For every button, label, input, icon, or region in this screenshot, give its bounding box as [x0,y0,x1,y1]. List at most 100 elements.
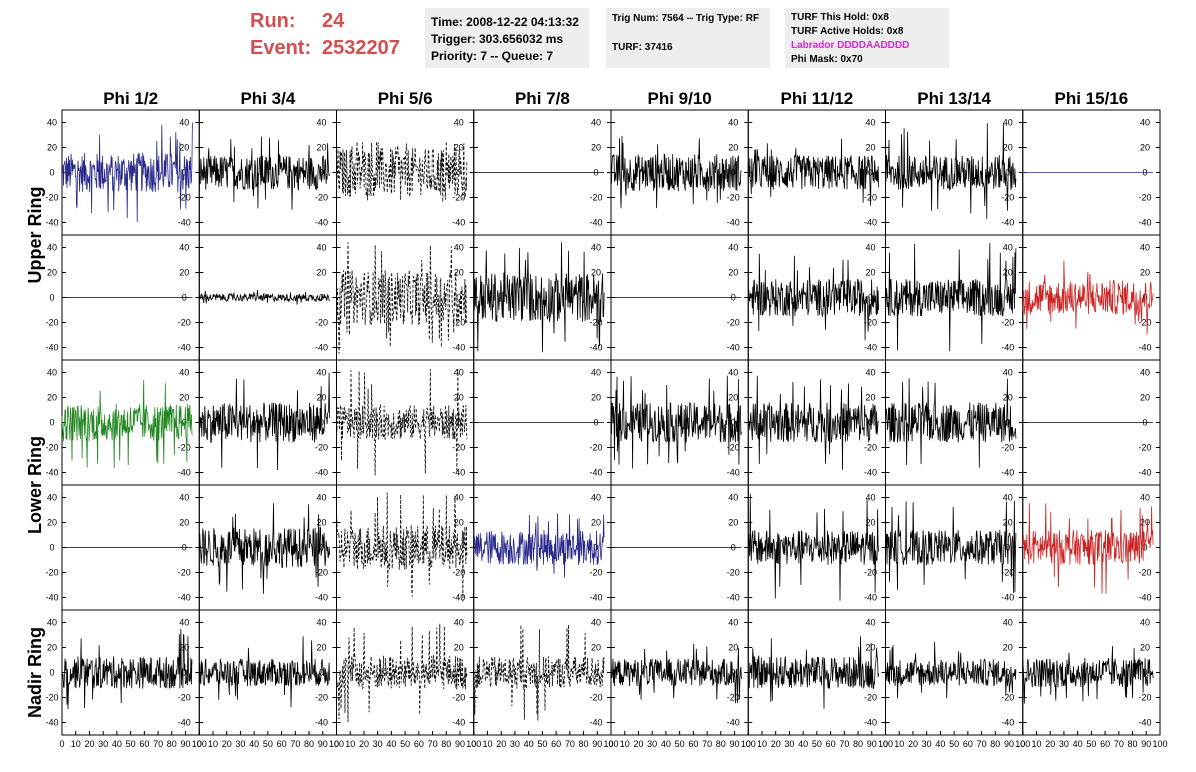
turf-text: TURF: 37416 [612,42,673,53]
y-tick-label: -20 [1138,443,1151,453]
y-tick-label: -20 [864,318,877,328]
x-tick-label: 50 [126,739,136,749]
y-tick-label: 40 [454,243,464,253]
y-tick-label: -20 [452,568,465,578]
x-tick-label: 0 [608,739,613,749]
y-tick-label: 20 [47,518,57,528]
y-tick-label: -20 [727,193,740,203]
y-tick-label: 20 [1140,393,1150,403]
waveform-trace [198,636,330,708]
x-tick-label: 50 [949,739,959,749]
y-tick-label: 0 [319,168,324,178]
y-tick-label: -20 [452,193,465,203]
x-tick-label: 80 [990,739,1000,749]
x-tick-label: 40 [798,739,808,749]
y-tick-label: 0 [49,293,54,303]
waveform-trace [473,513,605,578]
y-tick-label: 40 [179,118,189,128]
y-tick-label: -40 [1138,593,1151,603]
x-tick-label: 80 [853,739,863,749]
y-tick-label: -40 [727,593,740,603]
y-tick-label: 40 [728,493,738,503]
x-tick-label: 70 [290,739,300,749]
y-tick-label: 20 [591,518,601,528]
y-tick-label: -20 [1138,568,1151,578]
y-tick-label: 40 [1003,243,1013,253]
x-tick-label: 100 [878,739,893,749]
x-tick-label: 10 [345,739,355,749]
y-tick-label: 40 [1140,368,1150,378]
y-tick-label: 20 [591,143,601,153]
y-tick-label: 40 [179,243,189,253]
x-tick-label: 50 [812,739,822,749]
y-tick-label: 40 [1003,618,1013,628]
y-tick-label: 20 [454,393,464,403]
y-tick-label: -20 [178,193,191,203]
waveform-trace [747,253,879,341]
y-tick-label: -40 [178,718,191,728]
column-header: Phi 11/12 [780,89,853,108]
waveform-trace [198,372,330,471]
column-header: Phi 15/16 [1055,89,1129,108]
y-tick-label: -40 [45,593,58,603]
y-tick-label: 40 [179,618,189,628]
x-tick-label: 50 [675,739,685,749]
x-tick-label: 30 [922,739,932,749]
turf-this-hold-text: TURF This Hold: 0x8 [791,12,889,23]
y-tick-label: 0 [319,668,324,678]
y-tick-label: -20 [1001,693,1014,703]
y-tick-label: -20 [589,193,602,203]
x-tick-label: 70 [428,739,438,749]
time-text: Time: 2008-12-22 04:13:32 [431,15,579,29]
y-tick-label: -40 [589,343,602,353]
event-value: 2532207 [322,37,400,59]
y-tick-label: 0 [49,418,54,428]
y-tick-label: -20 [1001,318,1014,328]
y-tick-label: -40 [315,593,328,603]
y-tick-label: -40 [315,343,328,353]
y-tick-label: -40 [727,468,740,478]
waveform-trace [336,492,468,602]
y-tick-label: 40 [316,243,326,253]
waveform-trace [198,503,330,594]
y-tick-label: 20 [865,393,875,403]
y-tick-label: -40 [178,468,191,478]
x-tick-label: 40 [112,739,122,749]
y-tick-label: -40 [178,218,191,228]
y-tick-label: 40 [728,618,738,628]
y-tick-label: 40 [316,618,326,628]
y-tick-label: -40 [727,218,740,228]
y-tick-label: 20 [47,643,57,653]
y-tick-label: -20 [1001,568,1014,578]
y-tick-label: -20 [1138,693,1151,703]
y-tick-label: 20 [179,518,189,528]
y-tick-label: 20 [591,643,601,653]
y-tick-label: -40 [1138,218,1151,228]
waveform-trace [336,369,468,476]
y-tick-label: -40 [45,718,58,728]
y-tick-label: 20 [454,268,464,278]
y-tick-label: -20 [178,693,191,703]
y-tick-label: 40 [591,493,601,503]
x-tick-label: 60 [688,739,698,749]
x-tick-label: 0 [59,739,64,749]
y-tick-label: -40 [45,218,58,228]
x-tick-label: 10 [1031,739,1041,749]
y-tick-label: 20 [1003,643,1013,653]
y-tick-label: 20 [1003,268,1013,278]
x-tick-label: 90 [318,739,328,749]
trig-info-box: Trig Num: 7564 -- Trig Type: RF TURF: 37… [606,8,770,68]
y-tick-label: -20 [45,443,58,453]
y-tick-label: -20 [315,318,328,328]
y-tick-label: 0 [731,418,736,428]
y-tick-label: -40 [45,468,58,478]
x-tick-label: 0 [746,739,751,749]
y-tick-label: 20 [454,518,464,528]
y-tick-label: -20 [45,193,58,203]
y-tick-label: -20 [727,318,740,328]
y-tick-label: 20 [179,143,189,153]
x-tick-label: 70 [702,739,712,749]
y-tick-label: 0 [868,168,873,178]
y-tick-label: -40 [589,468,602,478]
y-tick-label: 40 [1140,118,1150,128]
